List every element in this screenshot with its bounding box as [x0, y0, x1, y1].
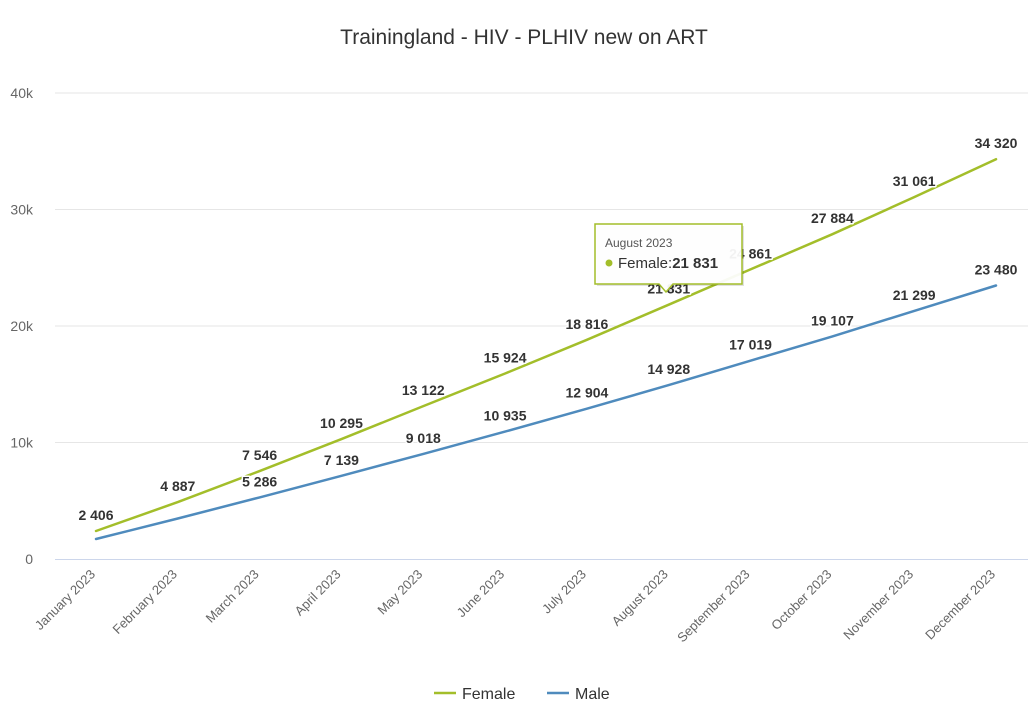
x-tick-label: February 2023: [110, 567, 180, 637]
data-label-male: 12 904: [565, 385, 608, 401]
tooltip-date: August 2023: [605, 236, 673, 250]
data-label-male: 17 019: [729, 337, 772, 353]
tooltip-series-label: Female:: [618, 255, 672, 272]
data-label-male: 9 018: [406, 430, 441, 446]
y-tick-label: 40k: [10, 85, 34, 101]
y-tick-label: 30k: [10, 202, 34, 218]
tooltip-box: [594, 223, 743, 294]
y-tick-label: 10k: [10, 435, 34, 451]
x-tick-label: June 2023: [454, 567, 508, 621]
data-label-male: 5 286: [242, 473, 277, 489]
data-label-female: 18 816: [565, 316, 608, 332]
data-label-female: 2 406: [78, 507, 113, 523]
y-tick-label: 0: [25, 551, 33, 567]
data-label-layer: 2 406 4 887 7 546 10 295 13 122 15 924 18 816 2…: [77, 134, 1019, 525]
grid-layer: [55, 92, 1028, 443]
data-label-female: 10 295: [320, 415, 363, 431]
data-label-female: 7 546: [242, 447, 277, 463]
x-tick-label: September 2023: [674, 567, 753, 646]
x-tick-label: March 2023: [203, 567, 262, 626]
legend-item-female: Female: [462, 686, 515, 703]
data-label-female: 4 887: [160, 478, 195, 494]
tooltip-value: 21 831: [672, 255, 718, 272]
tooltip: August 2023 Female: 21 831: [594, 223, 744, 294]
tooltip-series-dot: [605, 259, 613, 267]
data-label-male: 14 928: [647, 361, 690, 377]
data-label-female: 27 884: [811, 210, 854, 226]
x-tick-label: July 2023: [539, 567, 589, 617]
series-layer: [94, 157, 998, 541]
legend: Female Male: [434, 686, 610, 703]
chart-title: Trainingland - HIV - PLHIV new on ART: [340, 26, 708, 49]
x-tick-label: November 2023: [840, 567, 916, 643]
y-tick-label: 20k: [10, 318, 34, 334]
data-label-male: 19 107: [811, 312, 854, 328]
data-label-female: 15 924: [484, 349, 527, 365]
data-label-male: 23 480: [975, 261, 1018, 277]
legend-item-male: Male: [575, 686, 610, 703]
data-label-male: 10 935: [484, 408, 527, 424]
x-tick-label: May 2023: [374, 567, 425, 618]
data-label-female: 34 320: [975, 135, 1018, 151]
x-tick-label: August 2023: [609, 567, 671, 629]
x-tick-label: October 2023: [768, 567, 834, 633]
x-tick-label: December 2023: [922, 567, 998, 643]
x-tick-label: April 2023: [292, 567, 344, 619]
x-tick-label: January 2023: [32, 567, 98, 633]
data-label-female: 13 122: [402, 382, 445, 398]
data-label-female: 31 061: [893, 173, 936, 189]
data-label-male: 21 299: [893, 287, 936, 303]
data-label-male: 7 139: [324, 452, 359, 468]
series-line-female: [94, 157, 998, 533]
series-line-male: [94, 284, 998, 541]
